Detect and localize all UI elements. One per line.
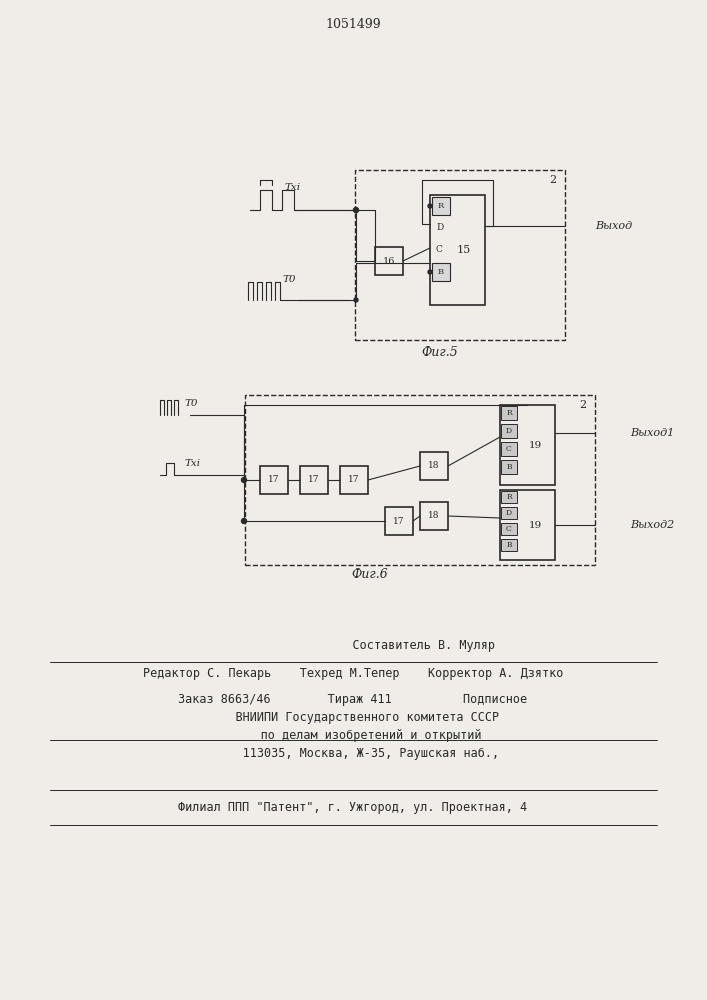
Bar	[375, 247, 403, 275]
Text: Txi: Txi	[185, 460, 201, 468]
Bar	[500, 405, 555, 485]
Text: 17: 17	[268, 476, 280, 485]
Bar	[245, 395, 595, 565]
Text: D: D	[506, 509, 512, 517]
Text: B: B	[506, 463, 512, 471]
Circle shape	[428, 270, 432, 274]
Bar	[501, 491, 517, 503]
Text: Выход2: Выход2	[630, 520, 674, 530]
Circle shape	[354, 208, 358, 212]
Text: 1051499: 1051499	[325, 18, 381, 31]
Text: 19: 19	[529, 440, 542, 450]
Bar	[501, 507, 517, 519]
Bar	[432, 263, 450, 281]
Bar	[501, 539, 517, 551]
Circle shape	[354, 208, 358, 213]
Text: 17: 17	[308, 476, 320, 485]
Text: C: C	[436, 245, 443, 254]
Text: 16: 16	[382, 256, 395, 265]
Text: 2: 2	[580, 400, 587, 410]
Circle shape	[354, 298, 358, 302]
Text: 17: 17	[349, 476, 360, 485]
Text: B: B	[438, 268, 444, 276]
Text: Заказ 8663/46        Тираж 411          Подписное: Заказ 8663/46 Тираж 411 Подписное	[178, 694, 527, 706]
Bar	[385, 507, 413, 535]
Text: Фиг.6: Фиг.6	[351, 568, 388, 582]
Text: D: D	[436, 224, 443, 232]
Bar	[500, 490, 555, 560]
Text: T0: T0	[283, 275, 296, 284]
Bar	[355, 170, 565, 340]
Text: Выход: Выход	[595, 221, 632, 231]
Text: 2: 2	[549, 175, 556, 185]
Text: 15: 15	[457, 245, 471, 255]
Text: по делам изобретений и открытий: по делам изобретений и открытий	[225, 730, 481, 742]
Bar	[420, 502, 448, 530]
Text: 113035, Москва, Ж-35, Раушская наб.,: 113035, Москва, Ж-35, Раушская наб.,	[207, 748, 499, 760]
Text: R: R	[506, 409, 512, 417]
Bar	[501, 406, 517, 420]
Bar	[501, 442, 517, 456]
Text: ВНИИПИ Государственного комитета СССР: ВНИИПИ Государственного комитета СССР	[207, 712, 499, 724]
Text: D: D	[506, 427, 512, 435]
Bar	[260, 466, 288, 494]
Text: R: R	[506, 493, 512, 501]
Text: B: B	[506, 541, 512, 549]
Circle shape	[428, 204, 432, 208]
Bar	[501, 460, 517, 474]
Text: Филиал ППП "Патент", г. Ужгород, ул. Проектная, 4: Филиал ППП "Патент", г. Ужгород, ул. Про…	[178, 802, 527, 814]
Text: Составитель В. Муляр: Составитель В. Муляр	[211, 639, 496, 652]
Bar	[430, 195, 485, 305]
Bar	[501, 424, 517, 438]
Text: Выход1: Выход1	[630, 428, 674, 438]
Text: C: C	[506, 445, 512, 453]
Text: R: R	[438, 202, 444, 210]
Text: Txi: Txi	[285, 184, 301, 192]
Text: Фиг.5: Фиг.5	[421, 346, 458, 359]
Text: 17: 17	[393, 516, 404, 526]
Bar	[340, 466, 368, 494]
Text: T0: T0	[185, 399, 199, 408]
Text: 18: 18	[428, 512, 440, 520]
Bar	[420, 452, 448, 480]
Text: 18: 18	[428, 462, 440, 471]
Circle shape	[242, 478, 247, 483]
Circle shape	[242, 518, 247, 524]
Bar	[432, 197, 450, 215]
Bar	[300, 466, 328, 494]
Text: C: C	[506, 525, 512, 533]
Text: 19: 19	[529, 520, 542, 530]
Text: Редактор С. Пекарь    Техред М.Тепер    Корректор А. Дзятко: Редактор С. Пекарь Техред М.Тепер Коррек…	[143, 668, 563, 680]
Bar	[501, 523, 517, 535]
